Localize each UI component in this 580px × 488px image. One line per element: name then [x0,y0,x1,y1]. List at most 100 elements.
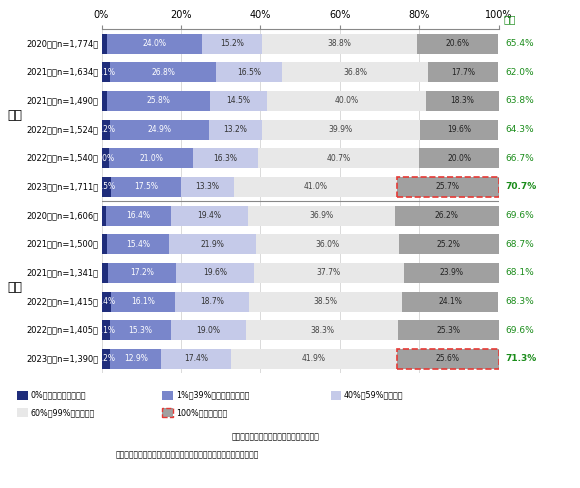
Text: 68.1%: 68.1% [506,268,535,278]
Text: 2.0%: 2.0% [96,154,115,163]
Text: 69.6%: 69.6% [506,211,535,220]
Text: 39.9%: 39.9% [329,125,353,134]
Text: 25.3%: 25.3% [437,326,461,335]
Text: 2021春（n=1,634）: 2021春（n=1,634） [26,68,99,77]
Text: 40.7%: 40.7% [327,154,350,163]
Text: 100%（完全出社）: 100%（完全出社） [176,408,227,417]
Bar [102,205,106,225]
Text: 19.4%: 19.4% [198,211,222,220]
Bar [108,263,176,283]
Bar [419,148,499,168]
Text: 60%～99%（出社派）: 60%～99%（出社派） [31,408,95,417]
Text: 36.0%: 36.0% [315,240,339,249]
Bar [102,62,110,82]
Text: 16.4%: 16.4% [126,211,150,220]
Bar [403,292,498,312]
Bar [161,349,231,369]
Text: 2.1%: 2.1% [96,326,115,335]
Text: 24.0%: 24.0% [142,39,166,48]
Text: 2022秋（n=1,540）: 2022秋（n=1,540） [27,154,99,163]
Bar [102,234,107,254]
Text: 21.9%: 21.9% [200,240,224,249]
Text: 68.7%: 68.7% [506,240,535,249]
Bar [176,263,254,283]
Text: 20.6%: 20.6% [445,39,469,48]
Text: 2020秋（n=1,606）: 2020秋（n=1,606） [26,211,99,220]
Text: 2021秋（n=1,341）: 2021秋（n=1,341） [27,268,99,278]
Text: 17.7%: 17.7% [451,68,475,77]
Text: 1%～39%（テレワーク派）: 1%～39%（テレワーク派） [176,391,249,400]
Text: 37.7%: 37.7% [317,268,341,278]
Bar [404,263,499,283]
Text: 14.5%: 14.5% [226,97,251,105]
Text: 26.2%: 26.2% [435,211,459,220]
Bar [102,120,110,140]
Text: 26.8%: 26.8% [151,68,175,77]
Text: 12.9%: 12.9% [124,354,148,364]
Bar [397,349,499,369]
Bar [420,120,498,140]
Text: 平均: 平均 [503,15,516,24]
Text: 16.1%: 16.1% [131,297,155,306]
Bar [102,177,111,197]
Bar [428,62,498,82]
Bar [171,320,246,340]
Text: 17.5%: 17.5% [134,183,158,191]
Bar [202,34,262,54]
Bar [107,91,209,111]
Text: 24.9%: 24.9% [148,125,172,134]
Text: 2022秋（n=1,405）: 2022秋（n=1,405） [27,326,99,335]
Bar [267,91,426,111]
Text: 24.1%: 24.1% [438,297,462,306]
Text: 66.7%: 66.7% [506,154,535,163]
Bar [231,349,397,369]
Text: 69.6%: 69.6% [506,326,535,335]
Bar [262,120,420,140]
Bar [426,91,499,111]
Bar [102,148,110,168]
Text: 18.7%: 18.7% [200,297,224,306]
Bar [398,320,499,340]
Text: 集計対象：【実態】「わからない」を除く: 集計対象：【実態】「わからない」を除く [232,432,320,441]
Text: 70.7%: 70.7% [506,183,537,191]
Text: 実態: 実態 [7,109,22,122]
Text: 36.9%: 36.9% [309,211,334,220]
Text: 2022春（n=1,415）: 2022春（n=1,415） [27,297,99,306]
Text: 25.7%: 25.7% [436,183,460,191]
Text: 15.2%: 15.2% [220,39,244,48]
Bar [246,320,398,340]
Bar [102,320,110,340]
Text: 25.6%: 25.6% [436,354,460,364]
Bar [398,234,499,254]
Text: 13.3%: 13.3% [195,183,219,191]
Text: 38.8%: 38.8% [328,39,351,48]
Text: 64.3%: 64.3% [506,125,534,134]
Text: 19.0%: 19.0% [197,326,220,335]
Text: 17.4%: 17.4% [184,354,208,364]
Bar [397,177,499,197]
Text: 19.6%: 19.6% [447,125,471,134]
Bar [416,34,498,54]
Bar [102,292,111,312]
Text: 38.5%: 38.5% [314,297,338,306]
Text: 2021秋（n=1,490）: 2021秋（n=1,490） [27,97,99,105]
Text: 2020秋（n=1,774）: 2020秋（n=1,774） [26,39,99,48]
Text: 65.4%: 65.4% [506,39,534,48]
Bar [107,34,202,54]
Bar [216,62,282,82]
Bar [106,205,171,225]
Text: 63.8%: 63.8% [506,97,535,105]
Text: 21.0%: 21.0% [139,154,163,163]
Text: 25.8%: 25.8% [146,97,171,105]
Text: 40%～59%（半々）: 40%～59%（半々） [344,391,404,400]
Bar [175,292,249,312]
Text: 41.0%: 41.0% [303,183,327,191]
Text: 2021春（n=1,500）: 2021春（n=1,500） [27,240,99,249]
Text: 2.2%: 2.2% [96,354,115,364]
Bar [169,234,256,254]
Bar [395,205,499,225]
Text: 25.2%: 25.2% [437,240,461,249]
Bar [102,34,107,54]
Bar [397,177,499,197]
Text: 2.1%: 2.1% [96,68,115,77]
